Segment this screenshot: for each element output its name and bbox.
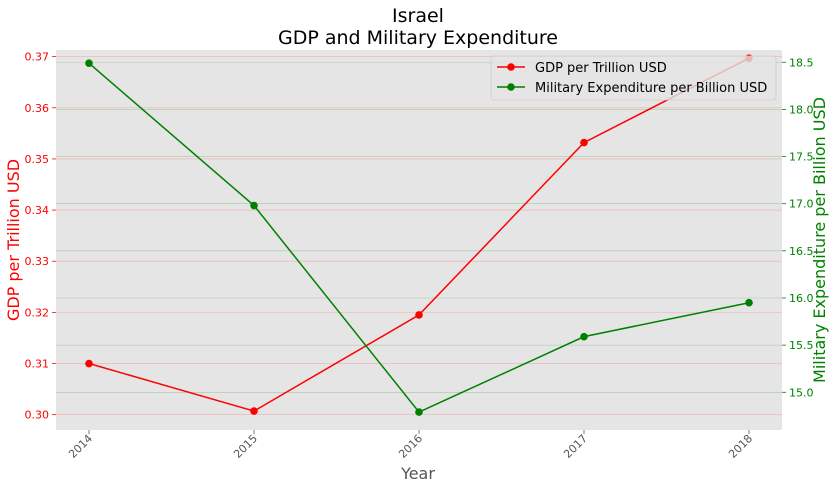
y-axis-label-right: Military Expenditure per Billion USD: [810, 97, 829, 383]
x-tick-label: 2014: [66, 432, 95, 461]
x-tick-label: 2018: [726, 432, 755, 461]
x-tick-label: 2016: [396, 432, 425, 461]
data-point-military: [415, 408, 423, 416]
legend-marker-gdp: [507, 63, 515, 71]
y-tick-label-left: 0.34: [25, 204, 50, 217]
y-tick-label-right: 17.5: [789, 151, 814, 164]
y-tick-label-left: 0.37: [25, 51, 50, 64]
y-tick-label-right: 18.0: [789, 103, 814, 116]
y-tick-label-left: 0.31: [25, 358, 50, 371]
data-point-gdp: [415, 311, 423, 319]
chart-subtitle: GDP and Military Expenditure: [278, 27, 558, 49]
x-axis-label: Year: [400, 464, 435, 483]
y-tick-label-left: 0.36: [25, 102, 50, 115]
y-tick-label-right: 17.0: [789, 198, 814, 211]
data-point-military: [745, 298, 753, 307]
data-point-military: [580, 332, 588, 341]
data-point-gdp: [250, 407, 258, 415]
legend: GDP per Trillion USD Military Expenditur…: [490, 55, 777, 101]
ticks-x: 2014 2015 2016 2017 2018: [66, 430, 755, 461]
y-axis-label-left: GDP per Trillion USD: [4, 159, 23, 321]
y-tick-label-left: 0.35: [25, 153, 50, 166]
data-point-gdp: [85, 359, 93, 368]
legend-marker-military: [507, 83, 515, 91]
ticks-left: 0.30 0.31 0.32 0.33 0.34 0.35 0.36 0.37: [25, 51, 56, 422]
y-tick-label-left: 0.32: [25, 306, 50, 319]
x-tick-label: 2017: [561, 432, 590, 461]
chart-title: Israel: [392, 5, 444, 27]
grid-right: [56, 61, 782, 393]
legend-box: [490, 55, 777, 101]
ticks-right: 15.0 15.5 16.0 16.5 17.0 17.5 18.0 18.5: [782, 56, 814, 399]
y-tick-label-right: 16.0: [789, 292, 814, 305]
y-tick-label-right: 15.0: [789, 386, 814, 399]
y-tick-label-left: 0.33: [25, 255, 50, 268]
data-point-military: [250, 201, 258, 210]
plot-area: [56, 50, 782, 430]
x-tick-label: 2015: [231, 432, 260, 461]
y-tick-label-right: 18.5: [789, 56, 814, 69]
y-tick-label-right: 15.5: [789, 339, 814, 352]
y-tick-label-left: 0.30: [25, 409, 50, 422]
legend-label-gdp: GDP per Trillion USD: [535, 61, 667, 76]
data-point-military: [85, 59, 93, 68]
data-point-gdp: [580, 138, 588, 147]
legend-label-military: Military Expenditure per Billion USD: [535, 81, 767, 96]
y-tick-label-right: 16.5: [789, 245, 814, 258]
